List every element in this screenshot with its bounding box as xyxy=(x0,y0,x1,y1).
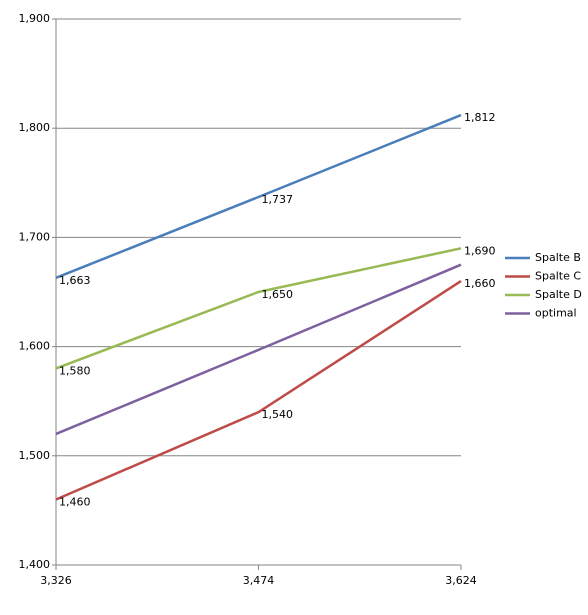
y-tick-label: 1,700 xyxy=(19,230,51,243)
y-tick-label: 1,800 xyxy=(19,121,51,134)
y-tick-label: 1,900 xyxy=(19,12,51,25)
data-label: 1,812 xyxy=(464,111,496,124)
data-label: 1,737 xyxy=(262,193,294,206)
data-label: 1,540 xyxy=(262,408,294,421)
data-label: 1,690 xyxy=(464,244,496,257)
series-line xyxy=(55,263,462,436)
data-label: 1,663 xyxy=(59,274,91,287)
series-line xyxy=(55,280,462,501)
data-label: 1,650 xyxy=(262,288,294,301)
legend-label: Spalte C xyxy=(535,270,581,283)
data-label: 1,660 xyxy=(464,277,496,290)
y-tick-label: 1,600 xyxy=(19,340,51,353)
data-label: 1,580 xyxy=(59,364,91,377)
series-line xyxy=(55,247,462,370)
x-tick-label: 3,326 xyxy=(40,574,72,587)
y-tick-label: 1,400 xyxy=(19,558,51,571)
legend-label: optimal xyxy=(535,307,577,320)
x-tick-label: 3,624 xyxy=(445,574,477,587)
series-line xyxy=(55,113,462,279)
legend-label: Spalte D xyxy=(535,288,582,301)
x-tick-label: 3,474 xyxy=(243,574,275,587)
data-label: 1,460 xyxy=(59,495,91,508)
legend-label: Spalte B xyxy=(535,251,581,264)
y-tick-label: 1,500 xyxy=(19,449,51,462)
